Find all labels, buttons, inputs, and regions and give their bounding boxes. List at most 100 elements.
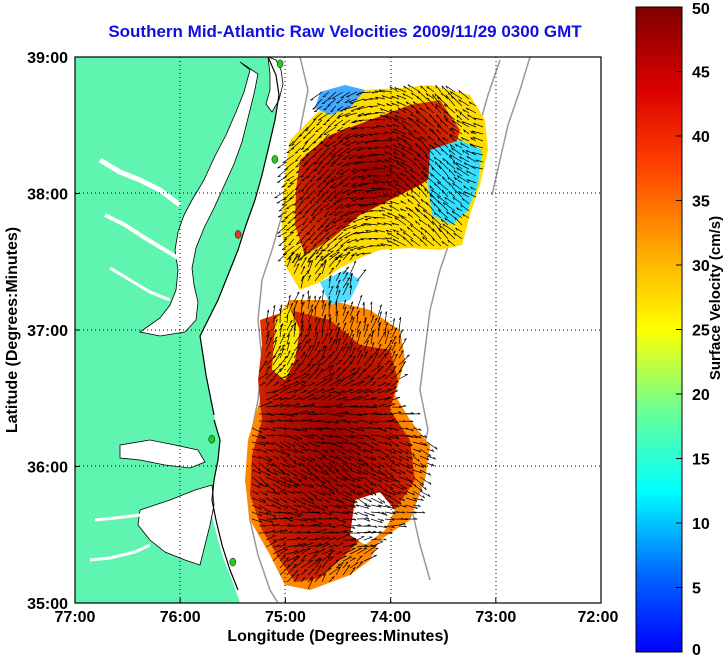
velocity-arrow-head [393, 335, 397, 339]
velocity-arrow [272, 339, 278, 352]
velocity-arrow-head [370, 210, 373, 213]
velocity-arrow [279, 419, 293, 422]
velocity-arrow [389, 109, 400, 114]
velocity-arrow-head [265, 492, 268, 496]
velocity-arrow [458, 191, 470, 198]
velocity-arrow-head [301, 311, 305, 315]
velocity-arrow [426, 86, 435, 93]
velocity-arrow [374, 229, 386, 233]
velocity-arrow [286, 352, 295, 366]
velocity-arrow-head [329, 512, 333, 516]
velocity-arrow-head [415, 435, 418, 439]
velocity-arrow [341, 189, 351, 194]
velocity-arrow-head [470, 137, 473, 141]
velocity-arrow-head [336, 250, 340, 252]
velocity-arrow-head [416, 95, 419, 99]
velocity-arrow-head [378, 89, 382, 92]
velocity-arrow-head [410, 420, 414, 423]
velocity-arrow-head [303, 543, 307, 545]
velocity-arrow-head [399, 458, 402, 462]
velocity-arrow-head [277, 502, 280, 505]
velocity-arrow-head [455, 227, 458, 231]
velocity-arrow [251, 511, 263, 517]
velocity-arrow [398, 427, 409, 430]
velocity-arrow-head [313, 397, 317, 399]
velocity-arrow-head [282, 344, 286, 347]
velocity-vectors [251, 84, 484, 590]
velocity-arrow-head [374, 405, 378, 408]
velocity-arrow-head [289, 182, 293, 184]
velocity-arrow [321, 448, 329, 453]
velocity-arrow-head [407, 213, 410, 217]
velocity-arrow-head [344, 221, 348, 223]
velocity-arrow-head [375, 96, 379, 100]
velocity-arrow-head [323, 481, 326, 484]
velocity-arrow [265, 524, 275, 527]
velocity-arrow-head [327, 555, 331, 559]
velocity-arrow [363, 340, 370, 352]
velocity-arrow [293, 291, 300, 303]
velocity-arrow-head [466, 156, 469, 159]
velocity-arrow [279, 364, 286, 373]
velocity-arrow [363, 525, 371, 527]
velocity-arrow-head [369, 499, 372, 503]
velocity-arrow-head [391, 525, 395, 528]
velocity-arrow [442, 223, 456, 233]
velocity-arrow [251, 469, 262, 474]
velocity-arrow [286, 315, 289, 324]
velocity-arrow [321, 553, 332, 562]
velocity-arrow-head [363, 169, 367, 172]
velocity-arrow [293, 455, 306, 463]
velocity-arrow-head [445, 118, 448, 122]
velocity-arrow [258, 360, 268, 373]
velocity-arrow [307, 126, 316, 134]
velocity-arrow [370, 348, 379, 359]
velocity-arrow [335, 420, 347, 422]
velocity-arrow [312, 98, 323, 110]
velocity-arrow [301, 210, 309, 219]
velocity-arrow [335, 338, 341, 352]
velocity-arrow-head [355, 500, 358, 503]
velocity-arrow-head [424, 229, 427, 233]
velocity-arrow-head [387, 232, 390, 236]
velocity-arrow-head [374, 525, 378, 528]
velocity-arrow-head [345, 461, 348, 464]
velocity-arrow [302, 161, 309, 167]
velocity-arrow-head [373, 180, 376, 183]
velocity-arrow-head [287, 453, 290, 456]
velocity-arrow [307, 345, 312, 352]
velocity-arrow [323, 210, 330, 218]
velocity-arrow-head [338, 338, 341, 341]
velocity-arrow [377, 244, 386, 247]
velocity-arrow [316, 119, 323, 126]
velocity-arrow-head [383, 457, 386, 461]
velocity-arrow [392, 123, 400, 128]
velocity-arrow [300, 311, 305, 324]
velocity-arrow-head [336, 310, 339, 314]
velocity-arrow-head [323, 315, 327, 319]
velocity-arrow [350, 105, 365, 112]
velocity-arrow [370, 497, 383, 505]
velocity-arrow [293, 363, 302, 373]
velocity-arrow [360, 133, 372, 137]
velocity-arrow-head [328, 153, 332, 155]
velocity-arrow [349, 342, 354, 352]
velocity-arrow [293, 531, 302, 534]
velocity-arrow-head [336, 322, 340, 326]
velocity-arrow [450, 91, 463, 100]
velocity-arrow-head [310, 578, 314, 581]
velocity-arrow [279, 497, 288, 504]
velocity-arrow-head [265, 512, 269, 515]
velocity-arrow [440, 119, 449, 128]
velocity-arrow-head [391, 486, 394, 490]
velocity-arrow [377, 343, 382, 352]
velocity-arrow [307, 325, 312, 338]
velocity-arrow-head [377, 322, 381, 326]
velocity-arrow [335, 359, 343, 366]
velocity-arrow [315, 126, 323, 133]
velocity-arrow-head [292, 491, 295, 494]
velocity-arrow-head [303, 381, 307, 384]
velocity-arrow [321, 524, 332, 527]
velocity-arrow [470, 186, 477, 191]
velocity-arrow-head [427, 97, 429, 101]
